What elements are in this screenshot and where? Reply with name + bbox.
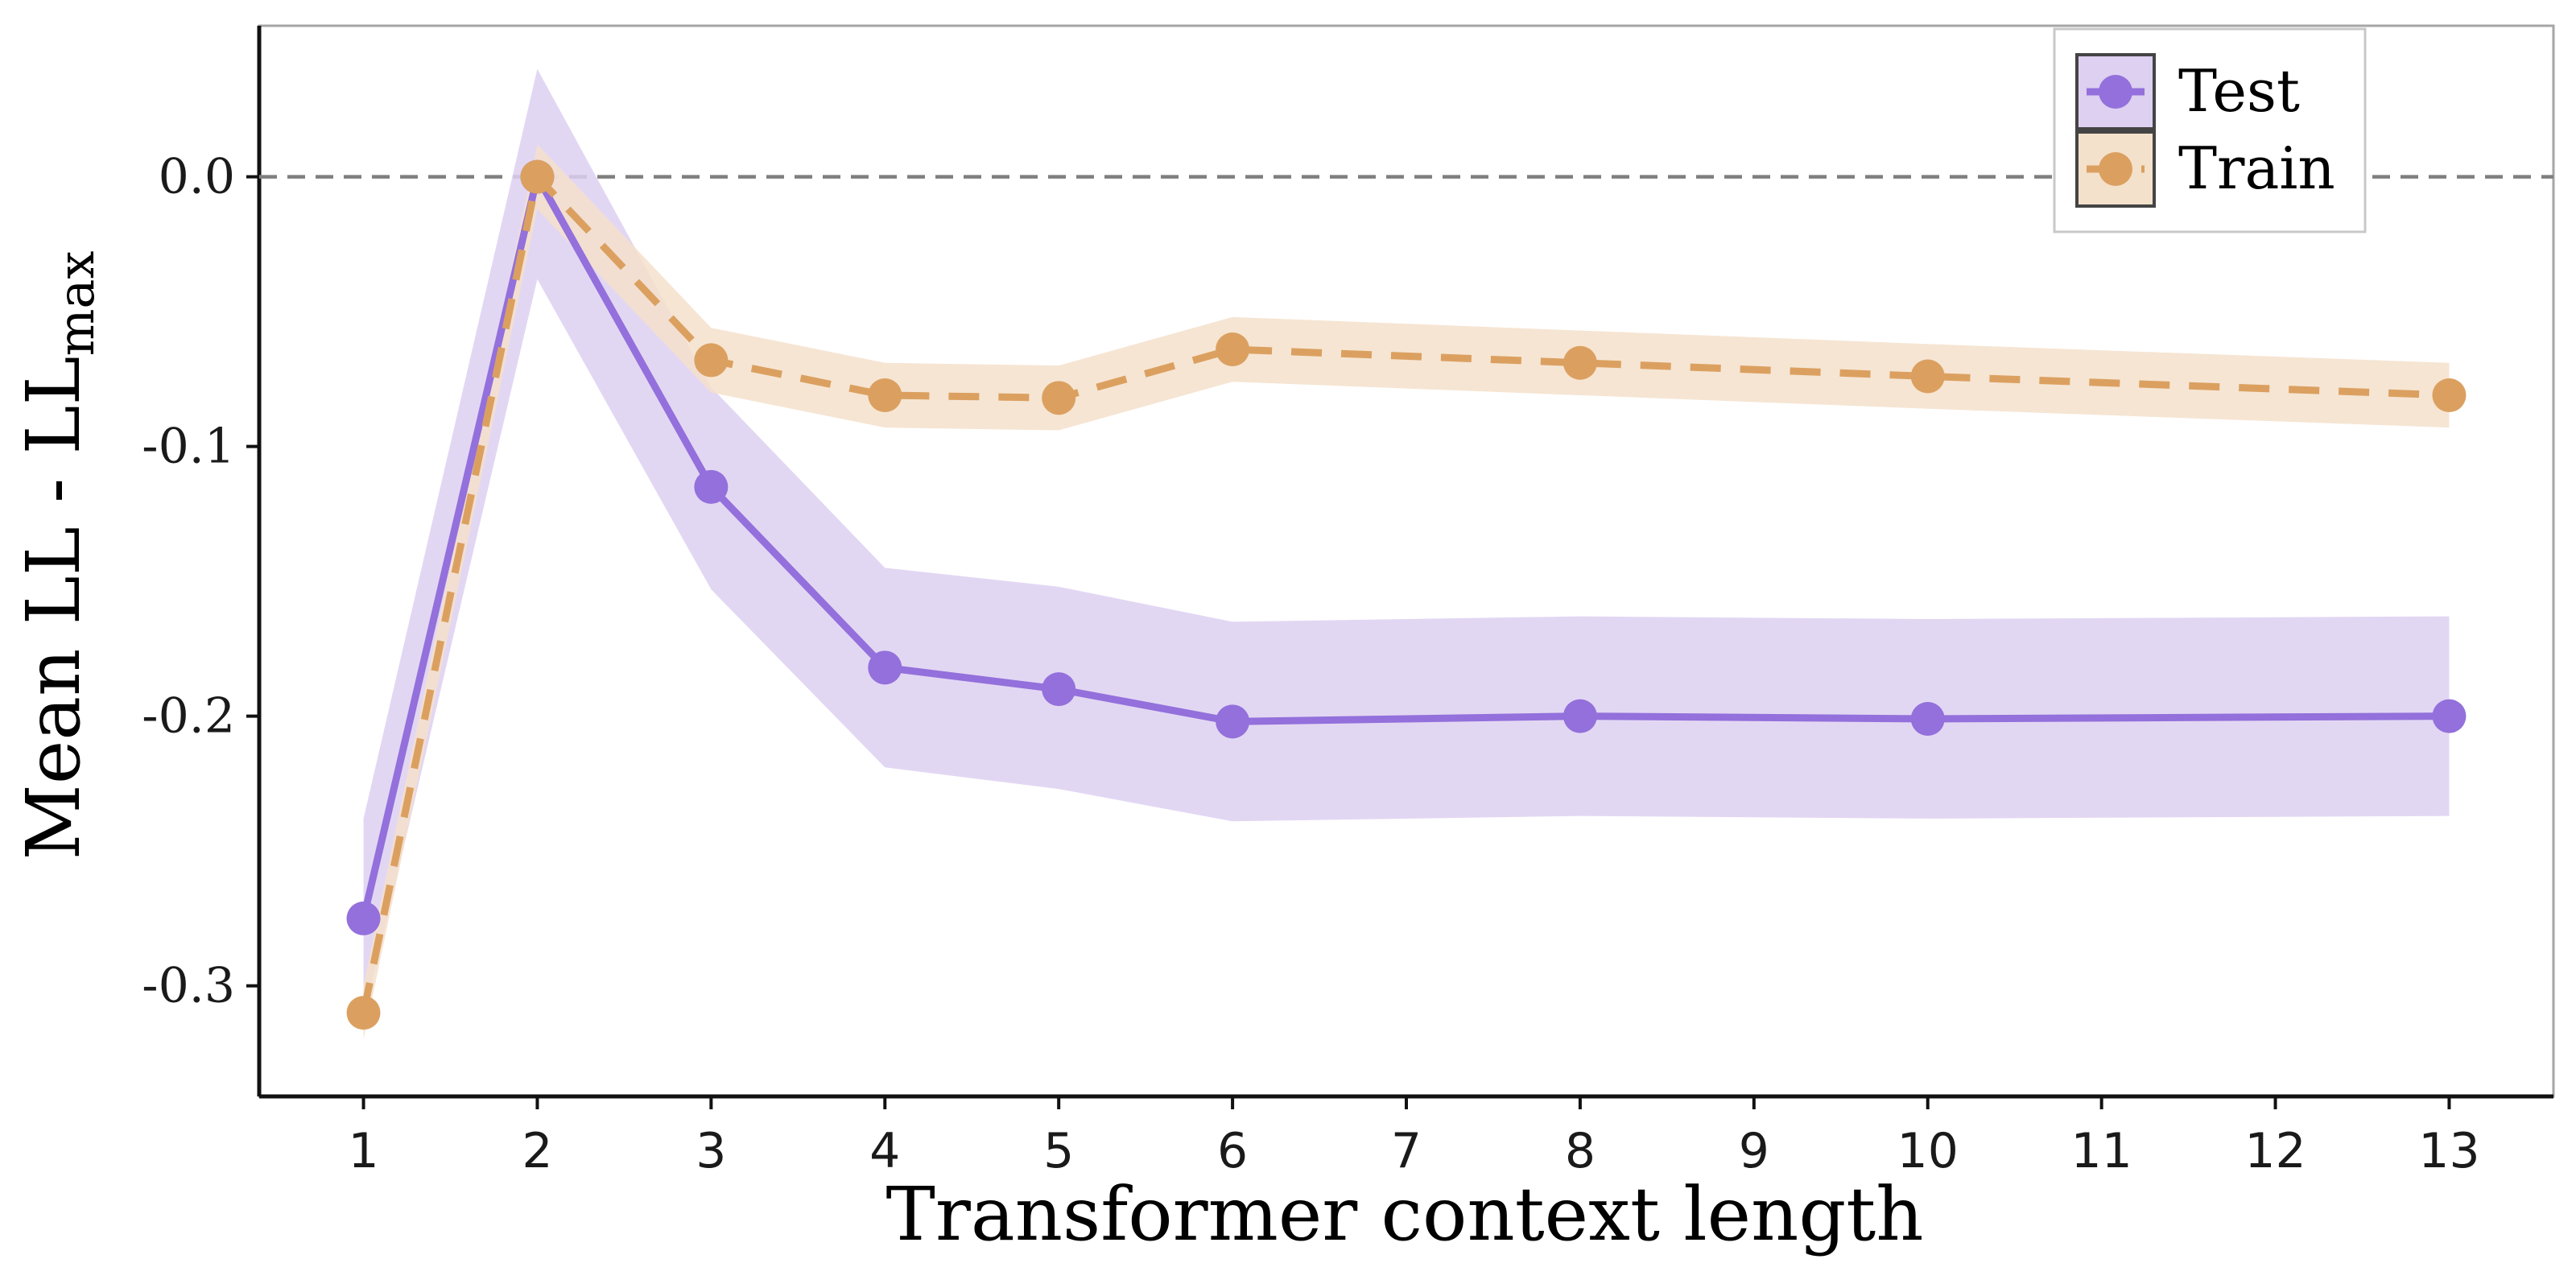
series-train-point	[346, 996, 381, 1030]
legend-train-label: Train	[2178, 134, 2335, 202]
x-tick-label: 7	[1391, 1123, 1422, 1179]
legend-train-marker	[2099, 152, 2132, 186]
series-test-point	[2432, 699, 2467, 733]
x-tick-label: 6	[1217, 1123, 1248, 1179]
series-train-point	[2432, 378, 2467, 412]
x-tick-label: 3	[696, 1123, 726, 1179]
y-axis-title-main: Mean LL - LL	[10, 356, 97, 860]
x-tick-label: 12	[2244, 1123, 2306, 1179]
series-train-point	[1216, 332, 1250, 367]
y-tick-label: -0.2	[142, 688, 235, 745]
series-train-point	[1042, 381, 1076, 415]
series-train-point	[1910, 359, 1945, 394]
y-axis-title: Mean LL - LLmax	[10, 251, 105, 861]
series-test-point	[1216, 704, 1250, 739]
series-train-band	[363, 144, 2450, 1040]
series-train-point	[694, 343, 729, 378]
y-tick-label: 0.0	[159, 149, 235, 205]
y-tick-label: -0.3	[142, 958, 235, 1014]
series-test-point	[1910, 701, 1945, 736]
series-test-band	[363, 68, 2450, 1018]
plot-area: 1 2 3 4 5 6 7 8 9 10 11 12 130.0-0.1-0.2-0.3	[142, 24, 2555, 1179]
x-tick-label: 2	[522, 1123, 552, 1179]
series-train-point	[520, 159, 555, 194]
legend-test-marker	[2099, 75, 2132, 109]
x-tick-label: 1	[348, 1123, 378, 1179]
legend-test-label: Test	[2178, 57, 2300, 125]
series-train-point	[1563, 345, 1597, 380]
x-tick-label: 5	[1043, 1123, 1074, 1179]
series-test-point	[868, 650, 902, 685]
y-axis-title-subscript: max	[47, 251, 105, 357]
y-tick-label: -0.1	[142, 419, 235, 475]
x-tick-label: 10	[1897, 1123, 1959, 1179]
x-tick-label: 11	[2070, 1123, 2132, 1179]
x-tick-label: 8	[1565, 1123, 1596, 1179]
x-axis-title: Transformer context length	[886, 1171, 1924, 1257]
x-tick-label: 4	[869, 1123, 900, 1179]
series-train-point	[868, 378, 902, 412]
legend: Test Train	[2053, 27, 2367, 233]
series-test-point	[1042, 672, 1076, 707]
x-tick-label: 9	[1739, 1123, 1769, 1179]
series-test-point	[346, 901, 381, 935]
x-tick-label: 13	[2418, 1123, 2479, 1179]
series-test-point	[694, 469, 729, 504]
series-test-point	[1563, 699, 1597, 733]
